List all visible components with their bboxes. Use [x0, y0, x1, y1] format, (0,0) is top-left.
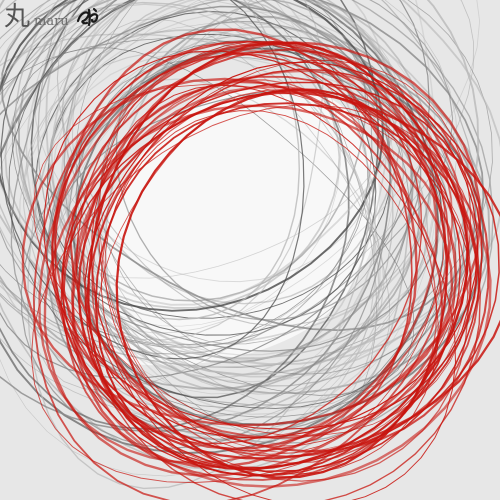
red-ring-stroke: [115, 88, 448, 479]
red-ring-strokes: [21, 28, 500, 500]
red-ring-stroke: [85, 68, 500, 469]
gray-ring-stroke: [0, 0, 350, 430]
gray-ring-stroke: [11, 47, 414, 396]
gray-ring-stroke: [35, 0, 481, 334]
red-ring-stroke: [84, 61, 479, 439]
gray-ring-stroke: [75, 0, 377, 440]
gray-ring-stroke: [1, 0, 485, 332]
gray-ring-stroke: [0, 0, 465, 406]
gray-ring-stroke: [0, 0, 430, 379]
red-ring-stroke: [91, 88, 469, 482]
red-ring-stroke: [30, 104, 480, 484]
gray-ring-stroke: [25, 0, 399, 279]
red-ring-stroke: [62, 81, 444, 481]
gray-ring-stroke: [0, 0, 412, 472]
gray-ring-stroke: [0, 3, 380, 443]
gray-ring-stroke: [14, 0, 301, 321]
red-ring-stroke: [53, 41, 470, 440]
gray-ring-stroke: [30, 0, 379, 399]
red-ring-stroke: [60, 90, 461, 477]
caption-romaji: maru: [34, 14, 69, 29]
red-ring-stroke: [77, 91, 500, 460]
gray-ring-stroke: [0, 0, 324, 341]
red-ring-stroke: [54, 41, 423, 445]
gray-ring-stroke: [72, 18, 391, 408]
red-ring-stroke: [38, 42, 438, 464]
red-ring-stroke: [75, 51, 481, 500]
gray-ring-stroke: [31, 0, 342, 327]
gray-ring-stroke: [61, 0, 398, 306]
gray-ring-stroke: [115, 20, 422, 321]
ink-seal-icon: [76, 7, 98, 27]
gray-ring-stroke: [34, 0, 379, 283]
caption-kanji: 丸: [4, 2, 31, 32]
gray-ring-stroke: [0, 0, 454, 348]
gray-ring-stroke: [45, 0, 500, 366]
red-ring-stroke: [71, 41, 482, 468]
red-ring-stroke: [101, 110, 439, 475]
gray-ring-stroke: [75, 39, 439, 425]
gray-ring-stroke: [20, 35, 391, 449]
red-ring-stroke: [61, 81, 483, 473]
red-ring-stroke: [104, 60, 471, 447]
red-ring-stroke: [32, 84, 472, 437]
title-caption: 丸 maru: [4, 4, 101, 30]
red-ring-stroke: [82, 70, 454, 439]
gray-ring-stroke: [35, 0, 458, 418]
red-ring-stroke: [96, 89, 456, 469]
red-ring-stroke: [97, 40, 446, 455]
gray-ring-stroke: [37, 0, 477, 387]
